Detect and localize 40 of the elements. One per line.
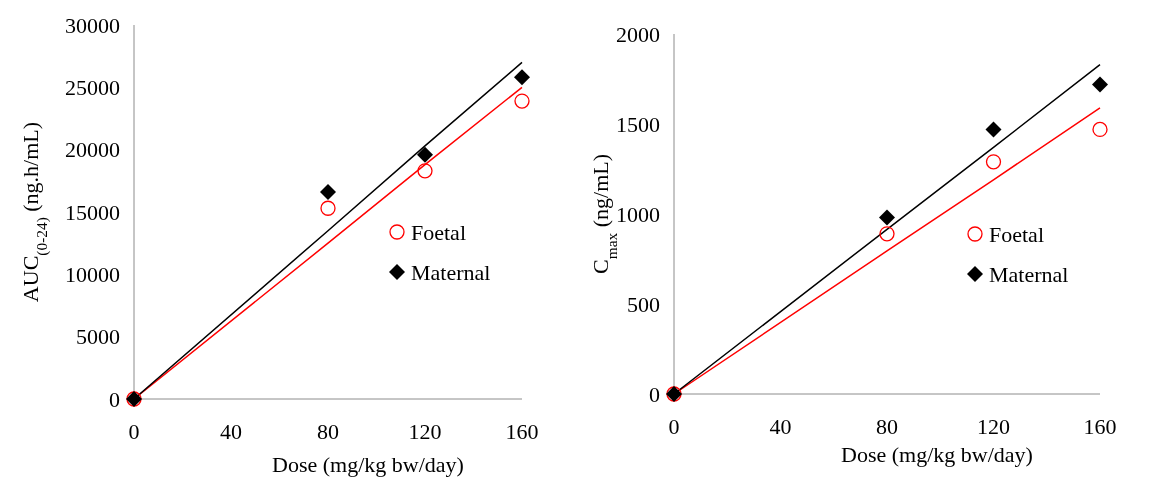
legend-label: Maternal [989, 261, 1069, 287]
x-tick-label: 0 [128, 419, 140, 444]
point [417, 146, 433, 163]
point [879, 209, 895, 226]
y-tick-label: 0 [649, 381, 660, 407]
point [985, 121, 1002, 138]
legend-label: Foetal [411, 219, 466, 245]
x-tick-label: 40 [769, 414, 792, 439]
y-tick-label: 2000 [616, 21, 660, 47]
x-tick-label: 160 [505, 419, 539, 444]
point [514, 69, 530, 86]
y-tick-label: 5000 [76, 324, 120, 350]
legend-label: Foetal [989, 221, 1044, 247]
legend-label: Maternal [411, 259, 491, 285]
y-tick-label: 0 [109, 386, 120, 412]
y-tick-label: 500 [627, 291, 660, 317]
x-tick-label: 120 [977, 414, 1010, 439]
point [879, 226, 895, 242]
y-tick-label: 30000 [65, 12, 120, 38]
x-tick-label: 0 [668, 414, 680, 439]
y-tick-label: 10000 [65, 262, 120, 288]
point [1092, 76, 1108, 93]
y-tick-label: 25000 [65, 75, 120, 101]
point [1092, 121, 1108, 138]
x-tick-label: 80 [876, 414, 898, 439]
point [514, 93, 530, 109]
x-axis-title: Dose (mg/kg bw/day) [841, 442, 1033, 467]
x-tick-label: 80 [317, 419, 339, 444]
point [320, 184, 336, 201]
y-tick-label: 1500 [616, 111, 660, 137]
point [417, 163, 433, 179]
y-tick-label: 20000 [65, 137, 120, 163]
point [985, 154, 1002, 170]
x-axis-title: Dose (mg/kg bw/day) [272, 452, 464, 477]
y-tick-label: 15000 [65, 199, 120, 225]
y-tick-label: 1000 [616, 201, 660, 227]
point [320, 200, 336, 216]
x-tick-label: 40 [220, 419, 242, 444]
x-tick-label: 160 [1083, 414, 1117, 439]
x-tick-label: 120 [408, 419, 442, 444]
